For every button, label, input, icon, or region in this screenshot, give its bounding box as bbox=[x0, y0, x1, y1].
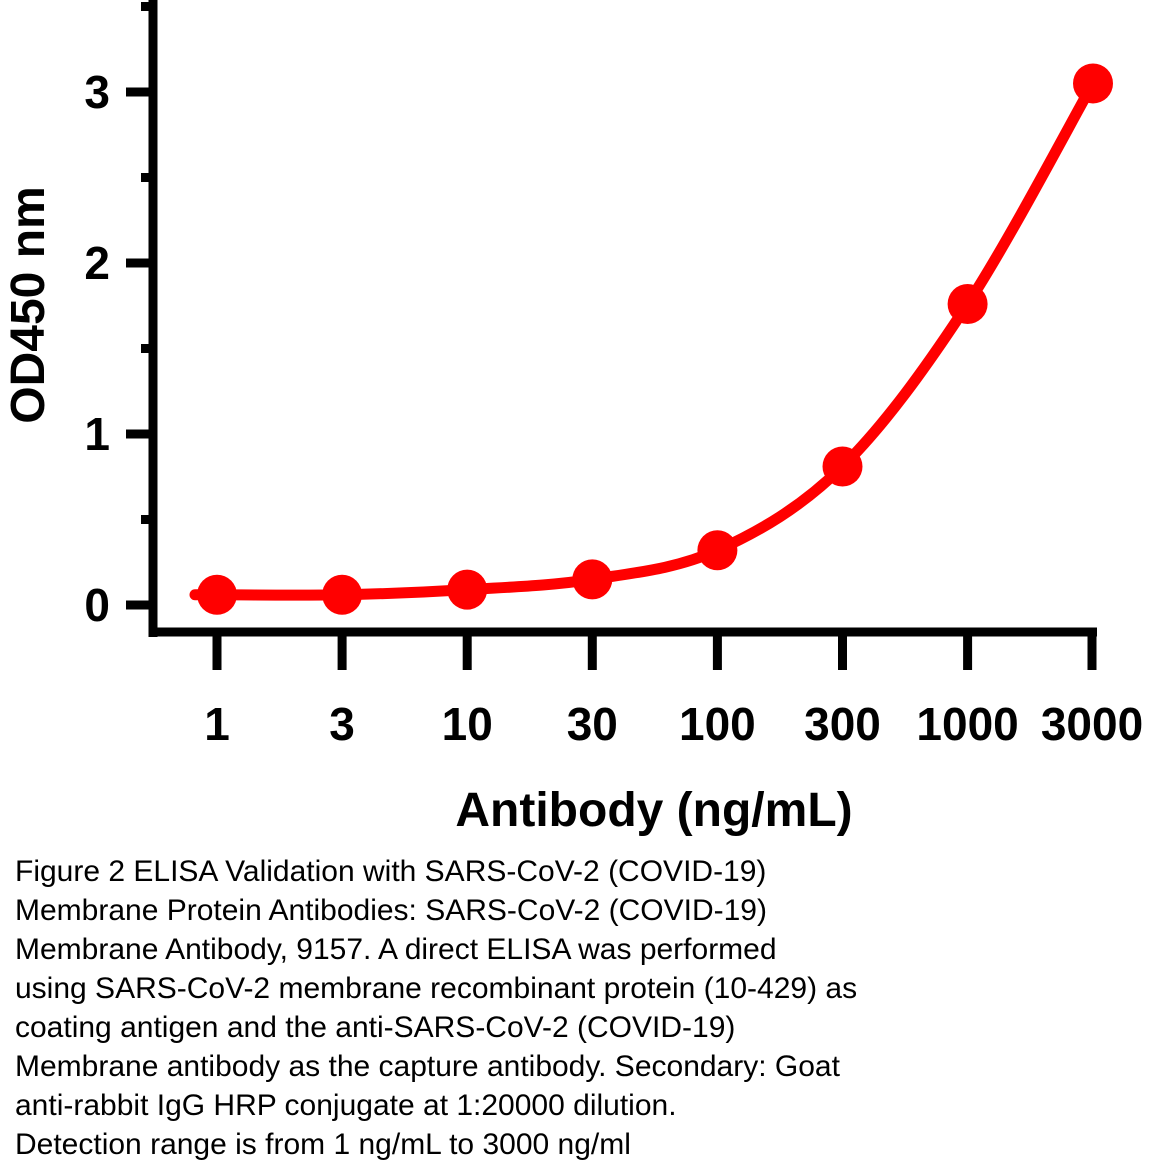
y-ticks: 0 1 2 3 bbox=[84, 2, 153, 631]
y-tick-label: 2 bbox=[84, 237, 110, 289]
x-tick-label: 3 bbox=[329, 698, 355, 750]
y-tick-label: 0 bbox=[84, 579, 110, 631]
x-tick-label: 1000 bbox=[916, 698, 1018, 750]
y-tick-label: 1 bbox=[84, 408, 110, 460]
data-point bbox=[572, 559, 613, 600]
data-point bbox=[197, 574, 237, 615]
caption-line-6: Membrane antibody as the capture antibod… bbox=[15, 1050, 840, 1083]
x-axis-title: Antibody (ng/mL) bbox=[455, 784, 852, 837]
x-tick-label: 300 bbox=[804, 698, 881, 750]
data-point bbox=[322, 574, 363, 615]
caption-line-2: Membrane Protein Antibodies: SARS-CoV-2 … bbox=[15, 894, 767, 927]
data-point bbox=[447, 569, 488, 610]
caption-line-4: using SARS-CoV-2 membrane recombinant pr… bbox=[15, 972, 858, 1005]
caption-line-8: Detection range is from 1 ng/mL to 3000 … bbox=[15, 1128, 631, 1161]
y-tick-label: 3 bbox=[84, 66, 110, 118]
x-tick-label: 3000 bbox=[1041, 698, 1143, 750]
elisa-chart: 0 1 2 3 1 3 10 30 100 300 1000 3000 Antibody (ng/m… bbox=[2, 0, 1143, 837]
caption-line-7: anti-rabbit IgG HRP conjugate at 1:20000… bbox=[15, 1089, 677, 1122]
caption-line-1: Figure 2 ELISA Validation with SARS-CoV-… bbox=[15, 855, 767, 888]
axes bbox=[148, 0, 1097, 637]
caption-line-3: Membrane Antibody, 9157. A direct ELISA … bbox=[15, 933, 777, 966]
data-point bbox=[697, 530, 738, 571]
x-tick-label: 10 bbox=[442, 698, 493, 750]
data-point bbox=[1073, 63, 1113, 104]
data-point bbox=[822, 446, 863, 487]
x-tick-label: 100 bbox=[679, 698, 756, 750]
x-tick-label: 1 bbox=[204, 698, 230, 750]
series-line bbox=[189, 77, 1099, 601]
x-ticks: 1 3 10 30 100 300 1000 3000 bbox=[204, 632, 1143, 750]
y-axis-title: OD450 nm bbox=[2, 186, 55, 423]
caption-line-5: coating antigen and the anti-SARS-CoV-2 … bbox=[15, 1011, 736, 1044]
data-point bbox=[947, 284, 988, 325]
figure-caption: Figure 2 ELISA Validation with SARS-CoV-… bbox=[15, 852, 1135, 1164]
x-tick-label: 30 bbox=[567, 698, 618, 750]
series bbox=[189, 63, 1113, 615]
